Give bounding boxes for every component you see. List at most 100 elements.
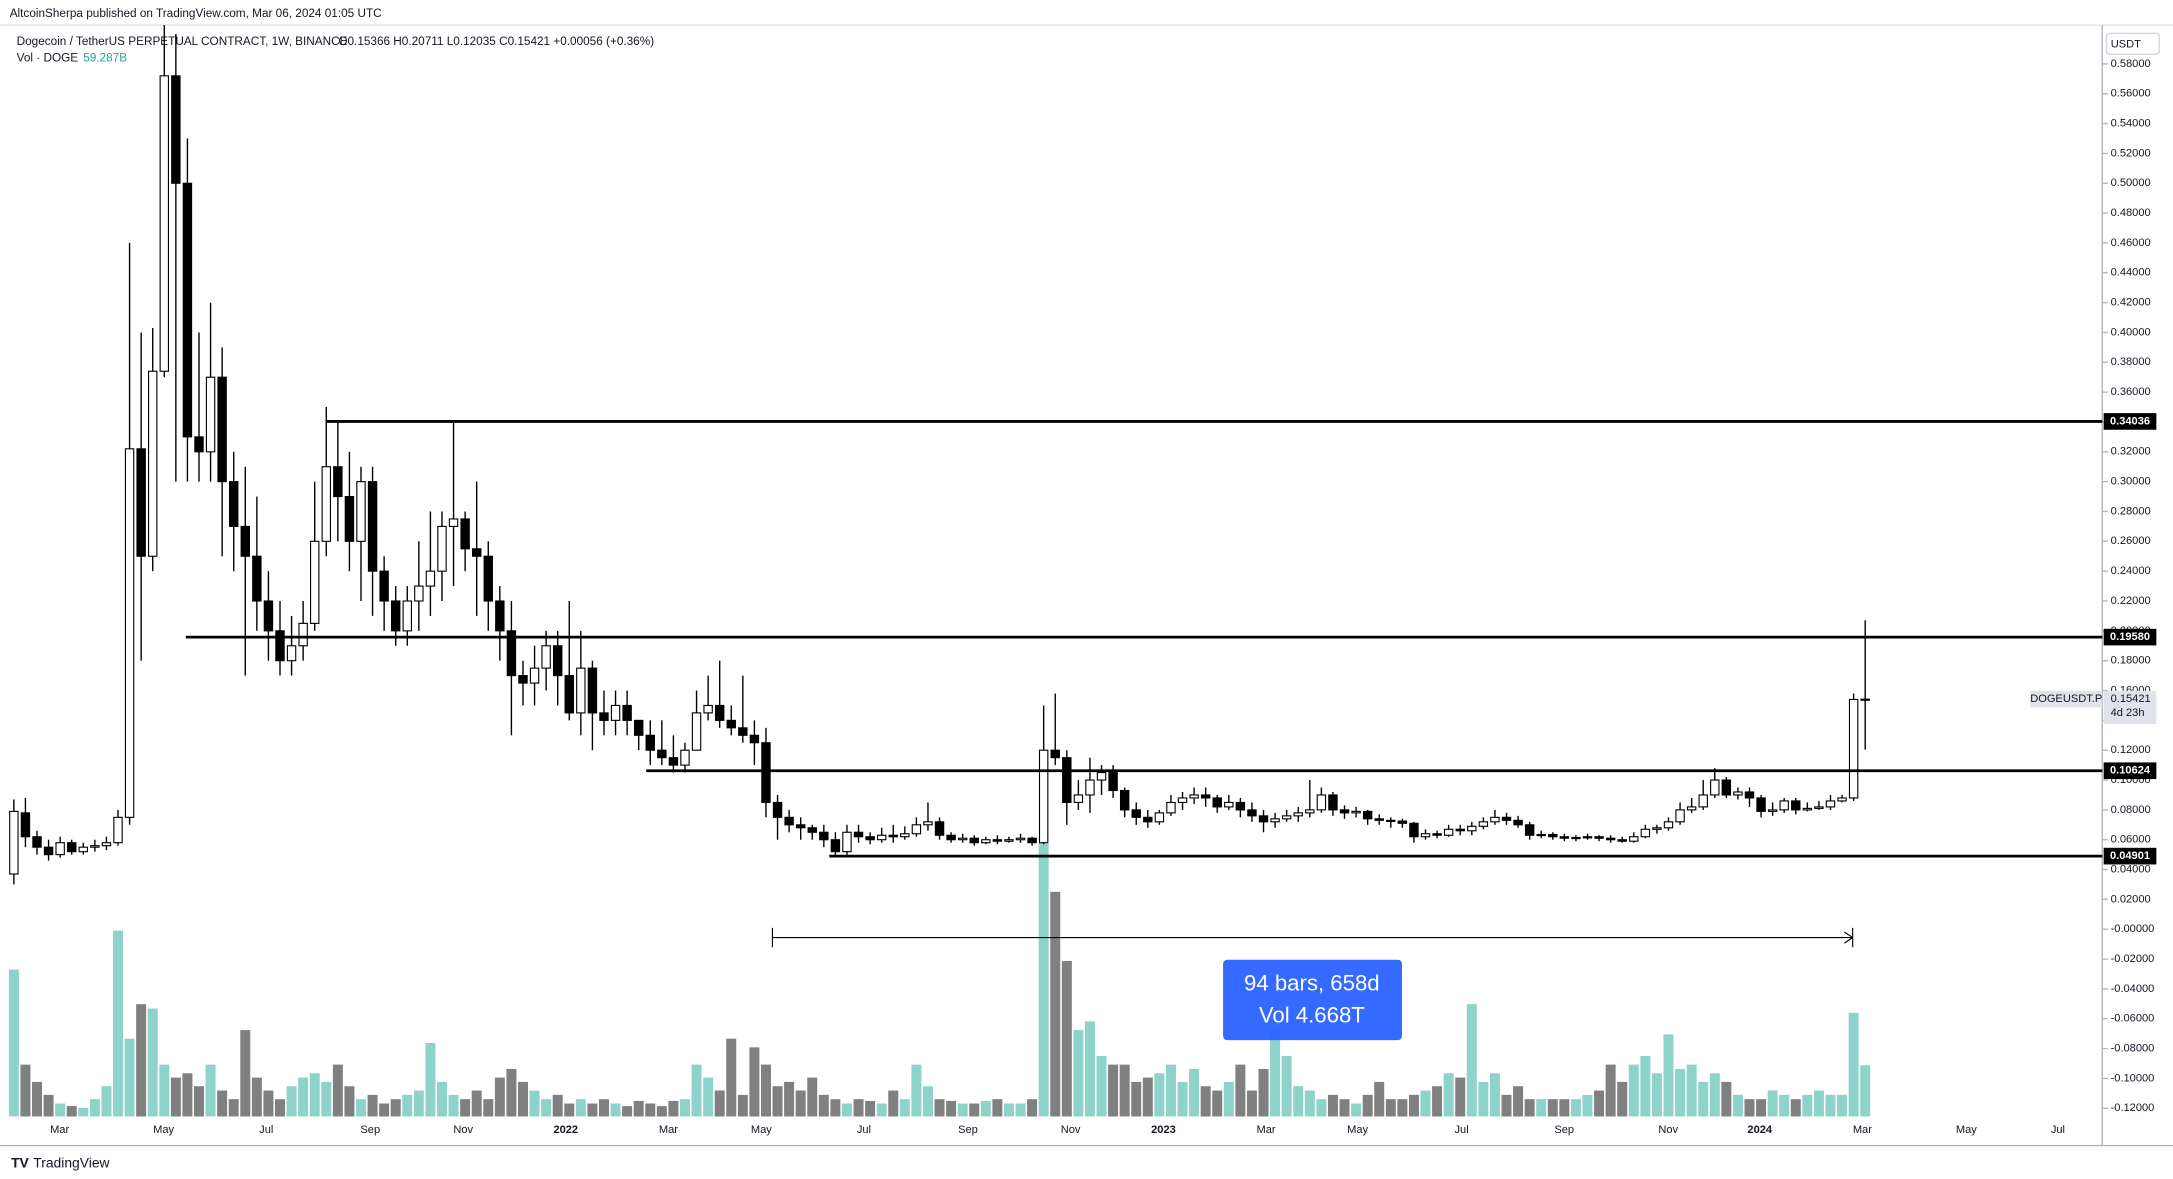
volume-bar: [946, 1100, 957, 1117]
y-tick-label: 0.44000: [2111, 267, 2151, 279]
level-label-box: [2103, 762, 2157, 780]
candle-body: [576, 667, 586, 714]
volume-bar: [32, 1081, 43, 1117]
volume-bar: [1732, 1094, 1743, 1117]
ohlc-legend: O0.15366 H0.20711 L0.12035 C0.15421 +0.0…: [338, 35, 654, 48]
candle-body: [1837, 797, 1847, 802]
volume-bar: [1223, 1081, 1234, 1117]
candle-body: [506, 630, 517, 677]
x-tick-label: Mar: [1853, 1124, 1872, 1136]
volume-bar: [1513, 1086, 1524, 1117]
volume-bar: [1455, 1077, 1466, 1117]
overlay: -0.12000 -0.10000 -0.08000 -0.06000 -0.04000…: [50, 58, 2157, 1136]
measure-arrow: [1844, 931, 1854, 944]
y-tick-label: -0.06000: [2111, 1013, 2155, 1025]
volume-bar: [147, 1008, 158, 1117]
x-tick-label: 2023: [1151, 1124, 1176, 1136]
volume-bar: [760, 1064, 771, 1117]
volume-bar: [1131, 1081, 1142, 1117]
candle-body: [853, 831, 864, 838]
volume-bar: [1408, 1094, 1419, 1117]
candle-body: [321, 466, 331, 542]
candle-body: [1316, 794, 1327, 811]
candle-body: [541, 645, 551, 669]
volume-bar: [969, 1103, 980, 1117]
candle-body: [1744, 791, 1755, 799]
candle-body: [795, 824, 806, 829]
volume-bar: [541, 1099, 552, 1117]
candle-body: [1848, 698, 1859, 799]
volume-bar: [1837, 1094, 1848, 1117]
volume-legend-value: 59.287B: [83, 51, 127, 64]
volume-bar: [1374, 1081, 1385, 1117]
volume-bar: [1316, 1099, 1327, 1117]
candle-body: [240, 525, 250, 557]
last-price: 0.15421: [2111, 693, 2151, 705]
volume-bar: [1848, 1012, 1859, 1117]
volume-bar: [1675, 1068, 1686, 1117]
candle-body: [1339, 809, 1350, 814]
candle-body: [252, 555, 262, 602]
measure-box: [1223, 959, 1402, 1041]
currency-box[interactable]: [2105, 32, 2160, 55]
candle-body: [483, 555, 493, 602]
volume-bar: [934, 1099, 945, 1117]
candle-body: [1420, 833, 1431, 838]
volume-bar: [911, 1064, 922, 1117]
x-tick-label: May: [751, 1124, 772, 1136]
volume-bar: [1524, 1099, 1535, 1117]
y-tick-label: 0.48000: [2111, 207, 2151, 219]
volume-bar: [1536, 1099, 1547, 1117]
volume-bar: [865, 1100, 876, 1117]
volume-bar: [610, 1103, 621, 1117]
volume-bar: [1027, 1099, 1038, 1117]
volume-bar: [679, 1099, 690, 1117]
currency[interactable]: USDT: [2111, 38, 2141, 50]
y-tick-label: -0.12000: [2111, 1102, 2155, 1114]
volume-bar: [587, 1103, 598, 1117]
candle-body: [1490, 816, 1500, 823]
volume-bar: [691, 1064, 702, 1117]
volume-bar: [1640, 1055, 1651, 1117]
candle-body: [587, 667, 598, 714]
volume-bar: [1003, 1103, 1014, 1117]
volume-bar: [66, 1106, 77, 1117]
y-tick-label: 0.04000: [2111, 863, 2151, 875]
volume-bar: [390, 1099, 401, 1117]
volume-bar: [668, 1100, 679, 1117]
y-tick-label: 0.58000: [2111, 58, 2151, 70]
y-tick-label: 0.42000: [2111, 297, 2151, 309]
volume-bar: [1189, 1068, 1200, 1117]
candle-body: [772, 801, 783, 818]
candle-body: [726, 719, 736, 729]
candle-body: [1663, 821, 1674, 829]
candle-body: [344, 496, 355, 542]
volume-bar: [1050, 891, 1061, 1117]
candle-body: [645, 734, 655, 751]
last-price-box: [2103, 690, 2157, 725]
candle-body: [1258, 815, 1269, 823]
candle-body: [1548, 833, 1558, 838]
candle-body: [819, 831, 829, 841]
candle-body: [90, 845, 100, 848]
volume-bar: [460, 1099, 471, 1117]
candle-body: [900, 833, 910, 838]
candle-body: [43, 846, 54, 856]
level-label: 0.34036: [2110, 415, 2150, 427]
candle-body: [275, 630, 285, 662]
candle-body: [390, 600, 401, 632]
volume-bar: [1617, 1081, 1628, 1117]
candle-body: [1513, 819, 1523, 826]
volume-bar: [1790, 1099, 1801, 1117]
volume-bar: [263, 1090, 274, 1117]
volume-bar: [1270, 1030, 1281, 1117]
level-label: 0.10624: [2110, 765, 2151, 777]
measure-text: 94 bars, 658d: [1244, 971, 1380, 996]
candle-body: [842, 831, 852, 853]
candle-body: [1860, 698, 1870, 701]
last-tag: DOGEUSDT.P: [2030, 693, 2102, 705]
volume-bar: [1489, 1073, 1500, 1117]
candle-body: [1686, 806, 1697, 811]
candle-body: [448, 518, 459, 527]
y-tick-label: 0.52000: [2111, 147, 2151, 159]
